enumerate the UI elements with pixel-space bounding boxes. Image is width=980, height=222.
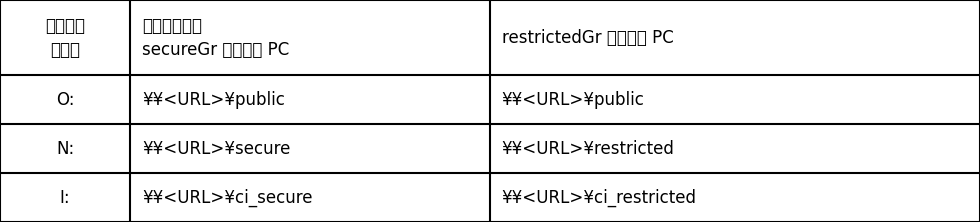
Text: ¥¥<URL>¥ci_secure: ¥¥<URL>¥ci_secure [142,188,313,207]
Text: ¥¥<URL>¥public: ¥¥<URL>¥public [142,91,285,109]
Text: O:: O: [56,91,74,109]
Text: ¥¥<URL>¥public: ¥¥<URL>¥public [502,91,645,109]
Text: I:: I: [60,188,71,207]
Text: restrictedGr ユーザの PC: restrictedGr ユーザの PC [502,29,673,47]
Text: N:: N: [56,140,74,158]
Text: ドライブ
レター: ドライブ レター [45,17,85,59]
Text: 各処理マシン
secureGr ユーザの PC: 各処理マシン secureGr ユーザの PC [142,17,289,59]
Text: ¥¥<URL>¥secure: ¥¥<URL>¥secure [142,140,290,158]
Text: ¥¥<URL>¥ci_restricted: ¥¥<URL>¥ci_restricted [502,188,697,207]
Text: ¥¥<URL>¥restricted: ¥¥<URL>¥restricted [502,140,674,158]
